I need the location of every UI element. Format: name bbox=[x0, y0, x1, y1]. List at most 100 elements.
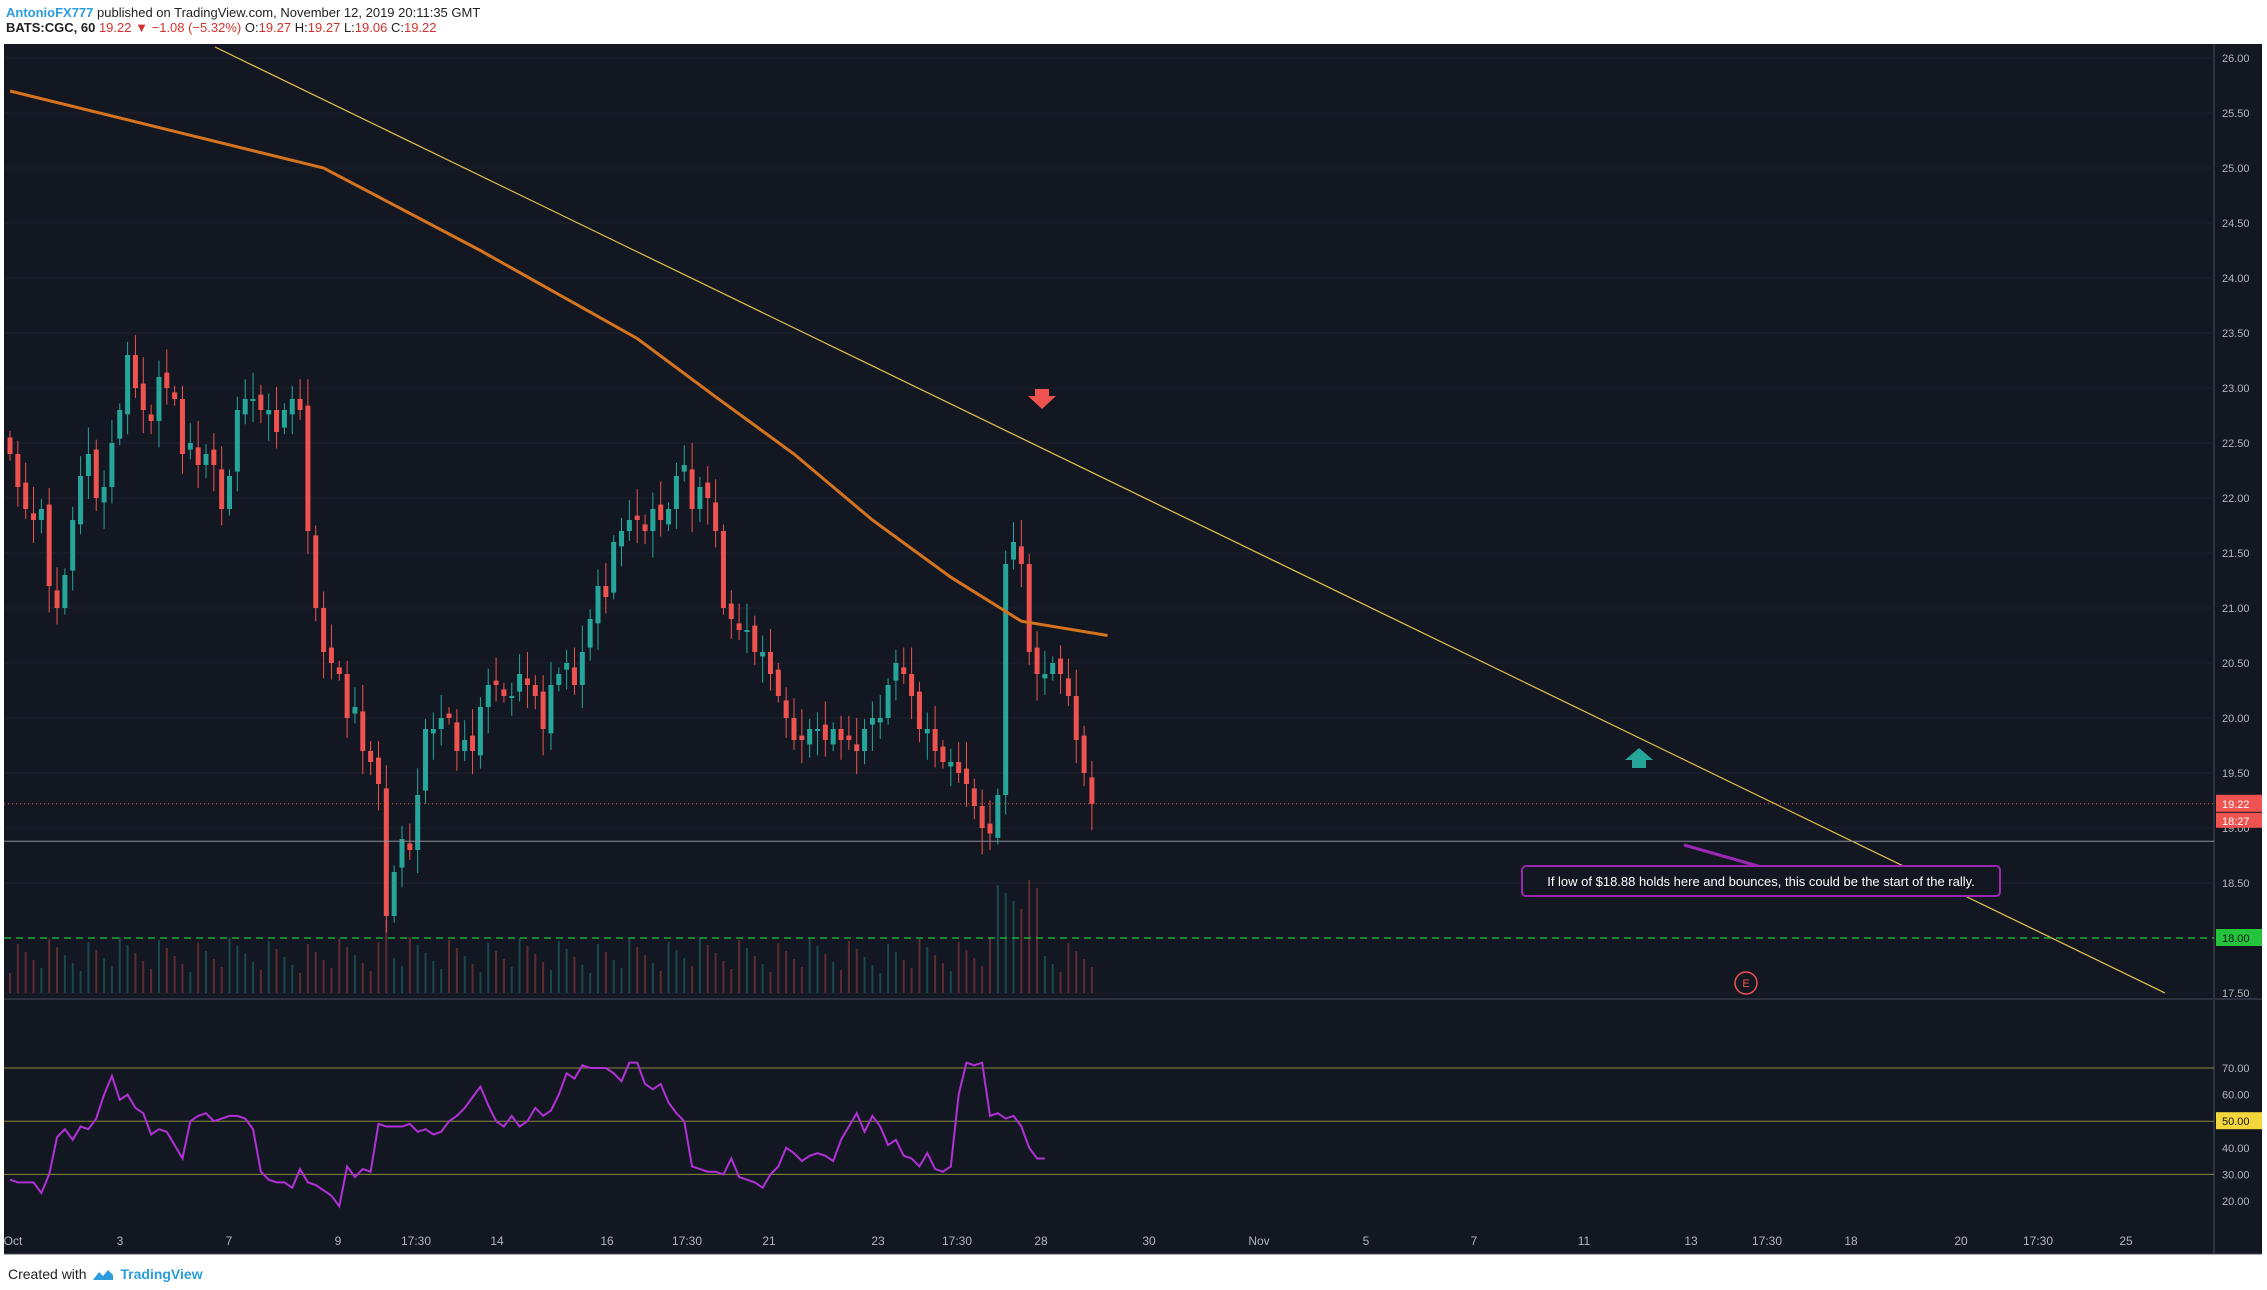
volume-bar bbox=[989, 937, 991, 993]
volume-bar bbox=[173, 956, 176, 993]
candle-body bbox=[368, 751, 374, 762]
tradingview-logo-icon bbox=[93, 1270, 114, 1281]
candle-body bbox=[1058, 658, 1064, 674]
volume-bar bbox=[236, 946, 239, 993]
time-tick-label: 17:30 bbox=[1752, 1234, 1782, 1248]
candle-body bbox=[266, 410, 272, 415]
volume-bar bbox=[385, 920, 388, 993]
candle-body bbox=[31, 513, 37, 520]
volume-bar bbox=[479, 972, 482, 993]
candle-body bbox=[227, 476, 233, 509]
price-tick-label: 21.50 bbox=[2222, 548, 2250, 560]
volume-bar bbox=[887, 944, 890, 993]
candle-body bbox=[963, 768, 969, 784]
volume-bar bbox=[502, 959, 505, 993]
candle-body bbox=[987, 823, 993, 834]
price-tick-label: 17.50 bbox=[2222, 988, 2250, 1000]
candle-body bbox=[375, 757, 381, 784]
volume-bars bbox=[9, 880, 1093, 993]
volume-bar bbox=[659, 971, 662, 993]
candle-body bbox=[979, 806, 985, 828]
candle-body bbox=[313, 535, 319, 608]
candle-body bbox=[1050, 663, 1056, 674]
volume-bar bbox=[628, 939, 631, 993]
candle-body bbox=[509, 696, 515, 698]
volume-bar bbox=[79, 971, 82, 993]
candle-body bbox=[438, 718, 444, 729]
volume-bar bbox=[745, 948, 748, 993]
volume-bar bbox=[518, 938, 521, 993]
candle-body bbox=[948, 762, 954, 767]
candle-body bbox=[838, 729, 844, 740]
volume-bar bbox=[636, 947, 639, 993]
candle-body bbox=[477, 707, 483, 756]
high-value: 19.27 bbox=[307, 20, 341, 35]
candle-body bbox=[1089, 777, 1095, 804]
volume-bar bbox=[103, 958, 106, 993]
candle-body bbox=[650, 509, 656, 531]
volume-bar bbox=[738, 940, 741, 993]
volume-bar bbox=[832, 962, 835, 993]
tradingview-brand-link[interactable]: TradingView bbox=[120, 1266, 203, 1282]
open-key: O: bbox=[244, 20, 259, 35]
time-tick-label: 7 bbox=[1471, 1234, 1478, 1248]
volume-bar bbox=[1090, 967, 1093, 993]
volume-bar bbox=[95, 950, 98, 993]
volume-bar bbox=[753, 956, 756, 993]
candle-body bbox=[564, 663, 570, 670]
footer: Created with TradingView bbox=[8, 1266, 203, 1282]
volume-bar bbox=[1020, 909, 1023, 993]
candle-body bbox=[673, 476, 679, 509]
close-value: 19.22 bbox=[403, 20, 437, 35]
volume-bar bbox=[314, 952, 317, 993]
time-tick-label: 30 bbox=[1142, 1234, 1156, 1248]
rsi-tick-label: 20.00 bbox=[2222, 1196, 2250, 1208]
volume-bar bbox=[800, 967, 803, 993]
volume-bar bbox=[581, 965, 584, 993]
support-badge-text: 18.00 bbox=[2222, 933, 2250, 945]
price-tick-label: 23.50 bbox=[2222, 328, 2250, 340]
candle-body bbox=[815, 729, 821, 731]
author-link[interactable]: AntonioFX777 bbox=[6, 5, 94, 20]
volume-bar bbox=[510, 967, 513, 993]
volume-bar bbox=[816, 946, 819, 993]
volume-bar bbox=[769, 972, 772, 993]
open-value: 19.27 bbox=[258, 20, 292, 35]
candle-body bbox=[830, 729, 836, 745]
candle-body bbox=[517, 674, 523, 692]
candle-body bbox=[234, 410, 240, 472]
time-tick-label: 20 bbox=[1954, 1234, 1968, 1248]
candle-body bbox=[916, 691, 922, 729]
candle-body bbox=[1034, 647, 1040, 674]
published-text: published on TradingView.com, November 1… bbox=[97, 5, 481, 20]
candle-body bbox=[1003, 564, 1009, 795]
volume-bar bbox=[847, 941, 850, 993]
candle-body bbox=[203, 454, 209, 465]
volume-bar bbox=[87, 942, 90, 993]
volume-bar bbox=[597, 944, 599, 993]
volume-bar bbox=[346, 947, 349, 993]
up-arrow-icon bbox=[1625, 748, 1653, 768]
candle-body bbox=[281, 410, 287, 428]
time-tick-label: 14 bbox=[490, 1234, 504, 1248]
candle-body bbox=[634, 515, 640, 520]
volume-bar bbox=[675, 950, 678, 993]
volume-bar bbox=[471, 964, 474, 993]
volume-bar bbox=[706, 945, 709, 993]
candle-body bbox=[62, 575, 68, 608]
candle-body bbox=[705, 482, 711, 498]
volume-bar bbox=[918, 939, 921, 993]
volume-bar bbox=[1012, 901, 1015, 993]
candle-body bbox=[626, 520, 632, 531]
candle-body bbox=[1026, 564, 1032, 652]
candle-body bbox=[728, 603, 734, 619]
volume-bar bbox=[1067, 943, 1070, 993]
candle-body bbox=[697, 487, 703, 509]
volume-bar bbox=[620, 968, 623, 993]
volume-bar bbox=[212, 959, 215, 993]
candle-body bbox=[219, 469, 225, 509]
candle-body bbox=[846, 735, 852, 740]
candle-body bbox=[595, 586, 601, 624]
volume-bar bbox=[134, 953, 137, 993]
